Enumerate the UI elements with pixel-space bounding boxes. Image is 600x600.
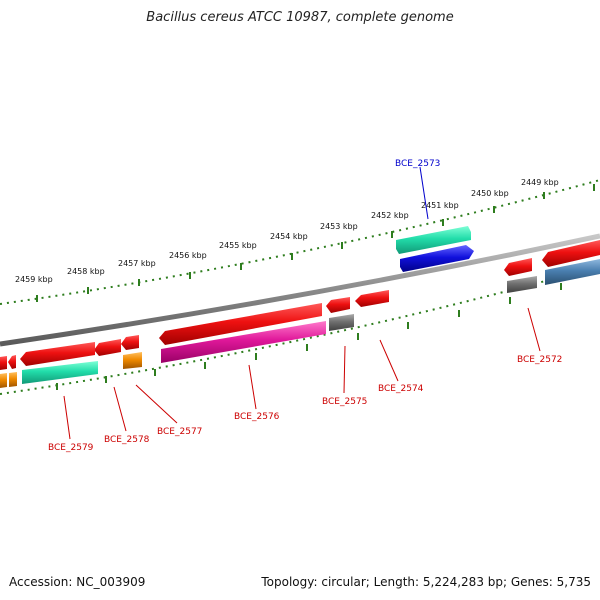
feature-bce2578-orange[interactable] (123, 352, 142, 369)
feature-upper-right-red-small[interactable] (504, 258, 532, 276)
outer-major-ticks (36, 184, 595, 302)
scale-label-2449: 2449 kbp (521, 178, 559, 187)
scale-label-2455: 2455 kbp (219, 241, 257, 250)
feature-bce2579-green[interactable] (22, 361, 98, 384)
scale-label-2459: 2459 kbp (15, 275, 53, 284)
feature-left-red-a[interactable] (8, 355, 16, 369)
gene-label-bce2575[interactable]: BCE_2575 (322, 397, 367, 407)
scale-label-2451: 2451 kbp (421, 201, 459, 210)
gene-label-bce2579[interactable]: BCE_2579 (48, 443, 94, 453)
scale-label-2450: 2450 kbp (471, 189, 509, 198)
leader-bce2573 (419, 166, 429, 220)
feature-bce2576-red[interactable] (159, 303, 322, 345)
feature-left-red-b[interactable] (0, 356, 7, 370)
leader-bce2575 (343, 345, 346, 394)
scale-label-2454: 2454 kbp (270, 232, 308, 241)
topology-label: Topology: circular; Length: 5,224,283 bp… (261, 575, 591, 589)
inner-major-ticks (56, 283, 562, 390)
feature-steel-blue[interactable] (545, 259, 600, 285)
gene-label-bce2577[interactable]: BCE_2577 (157, 427, 202, 437)
gene-label-bce2572[interactable]: BCE_2572 (517, 355, 562, 365)
leader-bce2572 (527, 307, 541, 352)
scale-label-2452: 2452 kbp (371, 211, 409, 220)
feature-bce2573-blue[interactable] (400, 245, 474, 272)
leader-bce2577 (135, 384, 178, 424)
leader-bce2578 (113, 386, 127, 432)
feature-bce2575-red[interactable] (326, 297, 350, 313)
scale-label-2456: 2456 kbp (169, 251, 207, 260)
leader-bce2579 (63, 395, 71, 440)
title: Bacillus cereus ATCC 10987, complete gen… (146, 10, 454, 25)
feature-bce2576-pink[interactable] (161, 321, 326, 363)
feature-bce2574-red[interactable] (355, 290, 389, 307)
gene-label-bce2574[interactable]: BCE_2574 (378, 384, 424, 394)
leader-bce2576 (248, 364, 257, 410)
feature-left-orange-b[interactable] (0, 373, 7, 388)
outer-scale-arc (0, 179, 600, 305)
genome-backbone (0, 233, 600, 347)
feature-left-orange-a[interactable] (9, 372, 17, 387)
feature-bce2573-green[interactable] (396, 226, 471, 254)
feature-bce2579-red[interactable] (20, 342, 95, 366)
leader-bce2574 (379, 339, 399, 382)
feature-bce2578-red[interactable] (94, 339, 121, 356)
scale-label-2453: 2453 kbp (320, 222, 358, 231)
feature-upper-right-red-large[interactable] (542, 240, 600, 267)
feature-bce2575-gray[interactable] (329, 314, 354, 331)
feature-bce2577-red[interactable] (121, 335, 139, 350)
scale-label-2458: 2458 kbp (67, 267, 105, 276)
gene-label-bce2573[interactable]: BCE_2573 (395, 159, 440, 169)
gene-label-bce2578[interactable]: BCE_2578 (104, 435, 150, 445)
gene-label-bce2576[interactable]: BCE_2576 (234, 412, 280, 422)
feature-bce2572-gray[interactable] (507, 276, 537, 293)
accession-label: Accession: NC_003909 (9, 575, 146, 589)
scale-label-2457: 2457 kbp (118, 259, 156, 268)
